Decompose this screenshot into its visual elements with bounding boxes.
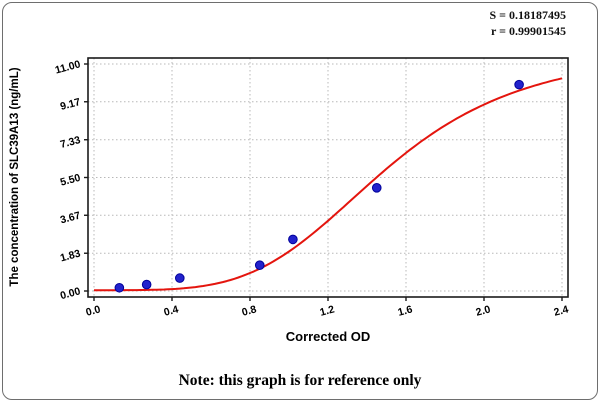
fit-statistic-s: S = 0.18187495 <box>489 8 566 22</box>
y-tick-label: 9.17 <box>59 96 82 113</box>
data-point <box>288 234 298 245</box>
y-tick-label: 7.33 <box>59 134 82 151</box>
fit-statistic-r: r = 0.99901545 <box>491 24 566 39</box>
y-tick-label: 5.50 <box>59 172 82 189</box>
x-tick-label: 0.8 <box>241 303 258 318</box>
fit-curve <box>94 77 563 292</box>
y-axis-title: The concentration of SLC39A13 (ng/mL) <box>9 67 21 287</box>
data-point <box>254 260 265 271</box>
data-point <box>175 273 185 283</box>
x-tick-label: 2.0 <box>475 303 492 318</box>
x-axis-title: Corrected OD <box>285 329 371 344</box>
data-point <box>514 79 524 90</box>
y-tick-label: 1.83 <box>59 248 82 265</box>
x-tick-label: 0.0 <box>85 303 102 318</box>
x-tick-label: 2.4 <box>553 303 570 318</box>
y-tick-label: 11.00 <box>54 58 82 76</box>
x-tick-label: 1.2 <box>319 303 336 318</box>
data-point <box>371 183 382 193</box>
y-tick-label: 3.67 <box>59 210 82 227</box>
data-point <box>141 279 152 290</box>
data-point <box>114 282 125 293</box>
x-tick-label: 1.6 <box>397 303 414 318</box>
x-tick-label: 0.4 <box>163 303 180 318</box>
reference-note: Note: this graph is for reference only <box>178 372 422 389</box>
fit-statistics: S = 0.18187495 r = 0.99901545 <box>489 7 566 39</box>
y-tick-label: 0.00 <box>59 285 82 302</box>
